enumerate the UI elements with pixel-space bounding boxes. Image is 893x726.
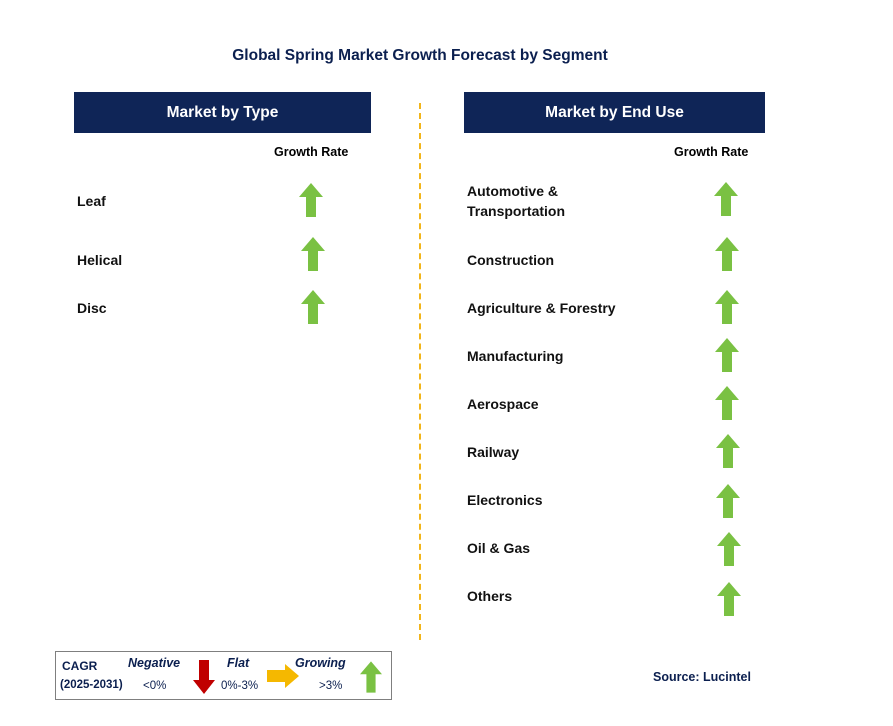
market-by-end-use-header: Market by End Use bbox=[464, 92, 765, 133]
helical-growing-arrow-icon bbox=[301, 237, 325, 271]
legend-growing-range: >3% bbox=[319, 680, 343, 692]
end-use-row-electronics-label: Electronics bbox=[467, 492, 543, 508]
chart-title: Global Spring Market Growth Forecast by … bbox=[232, 47, 608, 64]
legend-cagr-label: CAGR bbox=[62, 659, 98, 673]
automotive-growing-arrow-icon bbox=[714, 182, 738, 216]
market-by-type-header: Market by Type bbox=[74, 92, 371, 133]
flat-right-arrow-icon bbox=[267, 664, 299, 688]
leaf-growing-arrow-icon bbox=[299, 183, 323, 217]
end-use-row-aerospace-label: Aerospace bbox=[467, 396, 539, 412]
end-use-row-agriculture-label: Agriculture & Forestry bbox=[467, 300, 616, 316]
source-credit: Source: Lucintel bbox=[653, 670, 751, 684]
legend-period: (2025-2031) bbox=[60, 679, 123, 691]
growing-up-arrow-icon bbox=[360, 661, 382, 693]
end-use-row-railway-label: Railway bbox=[467, 444, 520, 460]
disc-growing-arrow-icon bbox=[301, 290, 325, 324]
legend-growing-label: Growing bbox=[295, 656, 346, 670]
oil-gas-growing-arrow-icon bbox=[717, 532, 741, 566]
type-row-leaf-label: Leaf bbox=[77, 193, 106, 209]
construction-growing-arrow-icon bbox=[715, 237, 739, 271]
railway-growing-arrow-icon bbox=[716, 434, 740, 468]
end-use-row-oil-gas-label: Oil & Gas bbox=[467, 540, 531, 556]
legend-negative-range: <0% bbox=[143, 680, 167, 692]
legend-negative-label: Negative bbox=[128, 656, 181, 670]
end-use-row-others-label: Others bbox=[467, 588, 513, 604]
end-use-row-construction-label: Construction bbox=[467, 252, 555, 268]
end-use-row-manufacturing-label: Manufacturing bbox=[467, 348, 564, 364]
electronics-growing-arrow-icon bbox=[716, 484, 740, 518]
aerospace-growing-arrow-icon bbox=[715, 386, 739, 420]
automotive-line2: Transportation bbox=[467, 203, 566, 219]
cagr-legend: CAGR (2025-2031) Negative <0% Flat 0%-3%… bbox=[55, 651, 392, 700]
manufacturing-growing-arrow-icon bbox=[715, 338, 739, 372]
automotive-line1: Automotive & bbox=[467, 183, 558, 199]
end-use-row-automotive-label: Automotive & Transportation bbox=[467, 181, 565, 221]
legend-flat-label: Flat bbox=[227, 656, 250, 670]
others-growing-arrow-icon bbox=[717, 582, 741, 616]
dashed-divider bbox=[419, 103, 421, 640]
type-row-disc-label: Disc bbox=[77, 300, 107, 316]
legend-flat-range: 0%-3% bbox=[221, 680, 259, 692]
agriculture-growing-arrow-icon bbox=[715, 290, 739, 324]
right-growth-rate-label: Growth Rate bbox=[674, 145, 749, 159]
left-growth-rate-label: Growth Rate bbox=[274, 145, 349, 159]
type-row-helical-label: Helical bbox=[77, 252, 123, 268]
negative-down-arrow-icon bbox=[193, 660, 215, 694]
